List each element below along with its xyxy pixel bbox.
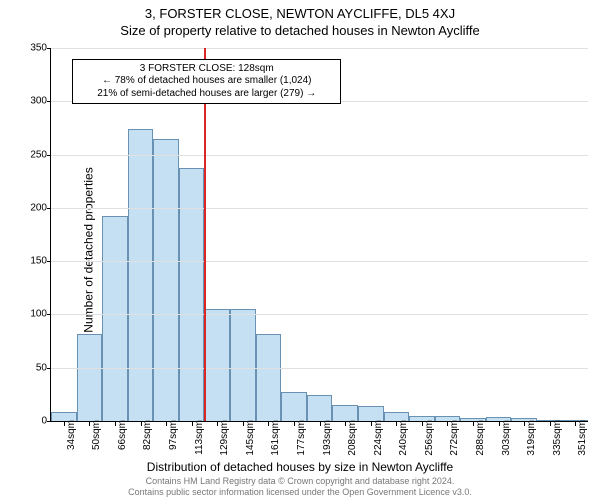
y-tick-mark — [47, 208, 51, 209]
bar — [179, 168, 205, 421]
y-tick-mark — [47, 421, 51, 422]
x-tick-label: 82sqm — [142, 420, 153, 464]
y-tick-label: 200 — [21, 202, 47, 213]
x-tick-label: 193sqm — [322, 420, 333, 464]
gridline — [51, 368, 588, 369]
y-tick-mark — [47, 48, 51, 49]
y-tick-label: 0 — [21, 416, 47, 427]
x-tick-label: 129sqm — [219, 420, 230, 464]
gridline — [51, 261, 588, 262]
y-tick-mark — [47, 101, 51, 102]
bar — [230, 309, 256, 421]
gridline — [51, 208, 588, 209]
annotation-line2: ← 78% of detached houses are smaller (1,… — [79, 75, 334, 88]
x-tick-label: 66sqm — [117, 420, 128, 464]
x-tick-label: 224sqm — [373, 420, 384, 464]
gridline — [51, 155, 588, 156]
bar — [128, 129, 154, 421]
x-tick-label: 240sqm — [398, 420, 409, 464]
bar — [77, 334, 103, 421]
footer-attribution: Contains HM Land Registry data © Crown c… — [0, 476, 600, 499]
figure: 3, FORSTER CLOSE, NEWTON AYCLIFFE, DL5 4… — [0, 0, 600, 500]
bar — [358, 406, 384, 421]
bar — [281, 392, 307, 421]
annotation-line3: 21% of semi-detached houses are larger (… — [79, 88, 334, 101]
footer-line2: Contains public sector information licen… — [0, 487, 600, 498]
gridline — [51, 314, 588, 315]
x-tick-label: 303sqm — [501, 420, 512, 464]
x-tick-label: 34sqm — [66, 420, 77, 464]
y-tick-mark — [47, 314, 51, 315]
x-tick-label: 256sqm — [424, 420, 435, 464]
x-tick-label: 161sqm — [270, 420, 281, 464]
bar — [102, 216, 128, 421]
y-tick-mark — [47, 368, 51, 369]
y-tick-label: 150 — [21, 256, 47, 267]
y-tick-label: 350 — [21, 43, 47, 54]
x-tick-label: 335sqm — [552, 420, 563, 464]
page-title-line1: 3, FORSTER CLOSE, NEWTON AYCLIFFE, DL5 4… — [0, 0, 600, 21]
histogram-chart: 05010015020025030035034sqm50sqm66sqm82sq… — [50, 48, 588, 422]
bar — [332, 405, 358, 421]
bar — [256, 334, 282, 421]
x-tick-label: 288sqm — [475, 420, 486, 464]
y-tick-label: 50 — [21, 362, 47, 373]
x-tick-label: 319sqm — [526, 420, 537, 464]
bar — [204, 309, 230, 421]
x-tick-label: 177sqm — [296, 420, 307, 464]
x-tick-label: 113sqm — [194, 420, 205, 464]
annotation-line1: 3 FORSTER CLOSE: 128sqm — [79, 63, 334, 76]
y-tick-mark — [47, 155, 51, 156]
y-tick-mark — [47, 261, 51, 262]
x-tick-label: 272sqm — [449, 420, 460, 464]
annotation-box: 3 FORSTER CLOSE: 128sqm← 78% of detached… — [72, 59, 341, 105]
y-tick-label: 300 — [21, 96, 47, 107]
y-tick-label: 250 — [21, 149, 47, 160]
x-tick-label: 208sqm — [347, 420, 358, 464]
footer-line1: Contains HM Land Registry data © Crown c… — [0, 476, 600, 487]
x-tick-label: 97sqm — [168, 420, 179, 464]
x-tick-label: 351sqm — [577, 420, 588, 464]
bar — [307, 395, 333, 421]
gridline — [51, 48, 588, 49]
x-tick-label: 145sqm — [245, 420, 256, 464]
page-title-line2: Size of property relative to detached ho… — [0, 21, 600, 40]
y-tick-label: 100 — [21, 309, 47, 320]
bar — [153, 139, 179, 421]
x-axis-label: Distribution of detached houses by size … — [0, 460, 600, 474]
x-tick-label: 50sqm — [91, 420, 102, 464]
